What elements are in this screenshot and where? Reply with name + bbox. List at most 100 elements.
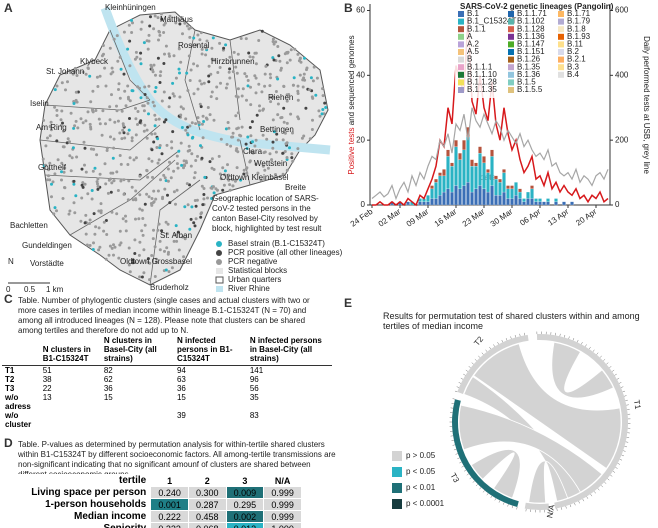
map-dot (230, 135, 234, 139)
bar-segment (454, 146, 458, 186)
map-dot (160, 152, 164, 156)
map-dot (236, 126, 240, 130)
map-dot (210, 197, 214, 200)
bar-segment (530, 198, 534, 206)
map-dot (209, 72, 213, 76)
arc-tick (600, 485, 604, 488)
map-dot (68, 209, 72, 213)
map-dot (97, 117, 101, 121)
map-dot (157, 38, 160, 42)
map-dot (269, 76, 273, 80)
table-cell: 1.000 (263, 522, 302, 528)
map-dot (155, 257, 158, 261)
bar-segment (466, 136, 470, 183)
arc-tick (623, 450, 626, 452)
map-dot (60, 81, 64, 85)
y2-axis-label: Daily performed tests at USB, grey line (642, 36, 651, 174)
map-dot (51, 180, 55, 184)
map-dot (52, 212, 56, 216)
table-row: Living space per person 0.240 0.300 0.009 0.… (1, 486, 302, 499)
panel-label: A (4, 1, 13, 15)
map-dot (192, 62, 196, 66)
header-cell: N infected persons in B1-C15324T (173, 336, 247, 366)
map-dot (160, 99, 164, 103)
map-dot (192, 36, 196, 40)
chord (473, 343, 622, 470)
arc-tick (519, 333, 521, 337)
arc-tick (453, 448, 457, 451)
map-dot (168, 14, 172, 18)
map-dot (321, 108, 325, 111)
map-dot (183, 21, 187, 25)
map-dot (89, 147, 93, 151)
y2-tick-label: 0 (615, 200, 620, 209)
map-dot (95, 180, 99, 184)
legend-label: B.1.8 (567, 24, 586, 33)
arc-tick (576, 339, 579, 343)
map-dot (162, 23, 166, 27)
map-dot (200, 122, 204, 126)
map-dot (152, 189, 156, 193)
place-label: Kleinhüningen (105, 3, 156, 12)
map-dot (218, 41, 222, 45)
bar-segment (450, 191, 454, 206)
map-dot (136, 85, 140, 89)
map-dot (83, 221, 87, 225)
map-dot (276, 113, 280, 117)
map-dot (274, 150, 278, 154)
map-dot (59, 118, 63, 122)
map-legend-title: Geographic location of SARS-CoV-2 tested… (212, 194, 322, 233)
map-dot (60, 109, 64, 113)
header-cell: tertile (1, 474, 152, 487)
arc-tick (561, 507, 563, 510)
map-dot (239, 37, 243, 40)
arc-tick (452, 398, 456, 400)
map-dot (288, 58, 292, 62)
table-cell: 0.240 (150, 486, 189, 499)
map-dot (95, 153, 99, 157)
map-dot (301, 78, 305, 82)
map-dot (128, 39, 132, 43)
arc-tick (606, 362, 609, 365)
map-dot (192, 92, 196, 96)
map-dot (118, 229, 122, 233)
map-dot (134, 133, 138, 137)
map-dot (109, 171, 113, 175)
map-dot (276, 102, 280, 106)
y-tick-label: 60 (356, 6, 365, 15)
table-cell: T2 (5, 375, 15, 384)
map-dot (81, 70, 85, 74)
map-dot (139, 96, 143, 100)
legend-swatch (508, 18, 514, 25)
map-dot (179, 60, 183, 64)
map-dot (206, 196, 209, 200)
map-dot (242, 172, 246, 176)
map-dot (158, 144, 162, 147)
map-dot (96, 187, 100, 191)
x-tick-label: 09 Mar (405, 207, 431, 229)
arc-tick (456, 386, 460, 388)
map-dot (68, 154, 72, 158)
map-dot (263, 150, 267, 154)
legend-label: B.1.79 (567, 17, 591, 26)
map-dot (131, 21, 134, 25)
map-dot (97, 209, 101, 213)
table-cell: 0.001 (150, 498, 189, 511)
map-dot (90, 197, 94, 201)
table-row: T3 22 36 36 56 (2, 384, 332, 393)
map-dot (200, 47, 204, 51)
map-dot (236, 138, 240, 142)
map-dot (244, 142, 248, 146)
table-cell: 96 (249, 375, 259, 384)
map-dot (108, 46, 112, 50)
map-dot (296, 52, 300, 56)
bar-segment (454, 140, 458, 147)
map-dot (140, 275, 144, 279)
map-dot (285, 61, 289, 65)
map-dot (153, 124, 157, 128)
map-dot (131, 261, 135, 265)
map-dot (159, 178, 162, 182)
legend-swatch (458, 49, 464, 55)
map-dot (196, 116, 200, 120)
map-dot (74, 194, 78, 198)
